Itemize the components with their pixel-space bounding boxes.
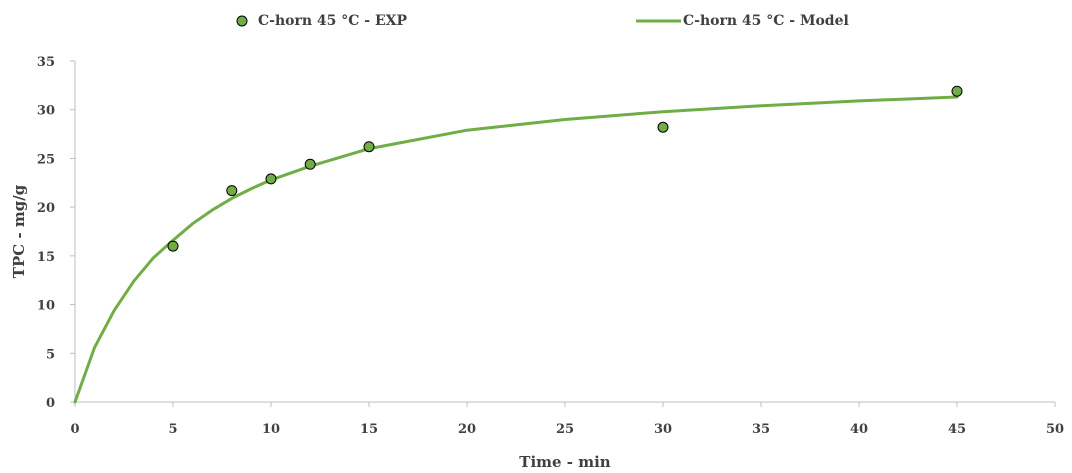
x-tick-label: 25: [556, 422, 574, 437]
legend-marker-exp: [236, 15, 248, 27]
x-tick-label: 20: [458, 422, 476, 437]
legend-label-model: C-horn 45 °C - Model: [683, 13, 849, 29]
x-tick-label: 15: [360, 422, 378, 437]
model-line: [73, 95, 959, 404]
x-tick-label: 30: [654, 422, 672, 437]
y-tick-label: 35: [37, 55, 55, 70]
y-tick-label: 20: [37, 201, 55, 216]
x-tick-label: 40: [850, 422, 868, 437]
x-tick-label: 5: [168, 422, 177, 437]
x-tick-label: 10: [262, 422, 280, 437]
x-axis: 0 5 10 15 20 25 30 35 40 45 50: [70, 401, 1064, 437]
y-axis-title: TPC - mg/g: [10, 184, 28, 278]
y-axis: 0 5 10 15 20 25 30 35: [37, 55, 76, 411]
plot-area: [73, 85, 963, 404]
exp-point: [265, 173, 277, 185]
x-tick-label: 45: [948, 422, 966, 437]
x-tick-label: 0: [70, 422, 79, 437]
y-tick-label: 0: [46, 396, 55, 411]
exp-point: [363, 141, 375, 153]
x-tick-label: 35: [752, 422, 770, 437]
exp-point: [657, 121, 669, 133]
x-tick-label: 50: [1046, 422, 1064, 437]
y-tick-label: 30: [37, 104, 55, 119]
exp-point: [167, 240, 179, 252]
exp-point: [951, 85, 963, 97]
y-tick-label: 15: [37, 250, 55, 265]
legend-label-exp: C-horn 45 °C - EXP: [258, 13, 408, 29]
y-tick-label: 25: [37, 152, 55, 167]
exp-point: [226, 185, 238, 197]
y-tick-label: 10: [37, 299, 55, 314]
exp-point: [304, 158, 316, 170]
legend: [236, 15, 681, 27]
y-tick-label: 5: [46, 347, 55, 362]
x-axis-title: Time - min: [519, 453, 611, 471]
